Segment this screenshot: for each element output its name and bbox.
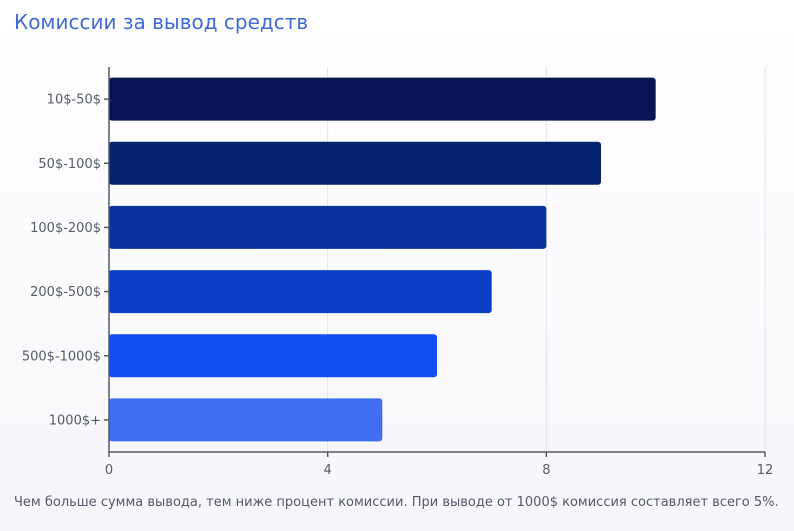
y-tick-label: 200$-500$ (30, 285, 101, 300)
bar (109, 398, 383, 442)
x-tick-label: 0 (105, 463, 113, 478)
bar (109, 270, 492, 314)
bar (109, 77, 656, 121)
chart-footnote: Чем больше сумма вывода, тем ниже процен… (14, 495, 779, 510)
bar (109, 141, 601, 185)
bar (109, 334, 437, 378)
y-tick-label: 10$-50$ (47, 93, 101, 108)
y-tick-label: 100$-200$ (30, 221, 101, 236)
x-tick-label: 12 (757, 463, 774, 478)
y-tick-label: 1000$+ (49, 413, 101, 428)
bar (109, 205, 547, 249)
x-tick-label: 4 (324, 463, 332, 478)
y-tick-label: 500$-1000$ (22, 349, 101, 364)
x-tick-label: 8 (542, 463, 550, 478)
chart-title: Комиссии за вывод средств (14, 10, 309, 34)
y-tick-label: 50$-100$ (38, 157, 101, 172)
